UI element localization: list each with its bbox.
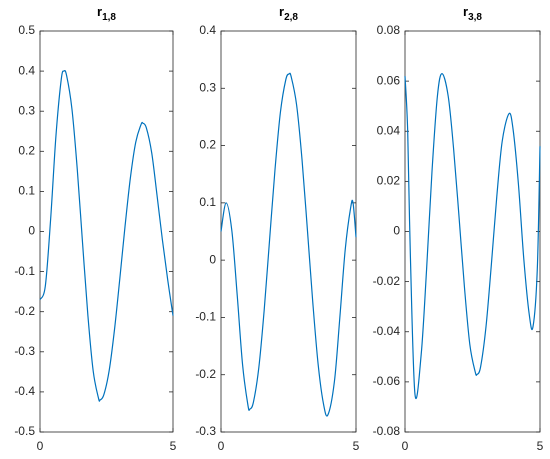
y-tick-label: -0.5	[14, 424, 35, 438]
y-tick-label: -0.3	[195, 424, 216, 438]
title-main: r	[97, 4, 102, 19]
y-tick-label: 0.1	[199, 195, 216, 209]
line	[39, 69, 174, 402]
y-tick-label: 0.1	[18, 184, 35, 198]
y-tick-label: 0.4	[18, 63, 35, 77]
y-tick-label: -0.08	[373, 424, 401, 438]
y-tick-label: 0.06	[377, 73, 401, 87]
x-tick-label: 5	[353, 439, 360, 453]
x-tick-label: 0	[402, 439, 409, 453]
chart-title: r3,8	[463, 4, 482, 22]
y-tick-label: -0.2	[195, 367, 216, 381]
y-tick-label: 0.4	[199, 23, 216, 37]
y-tick-label: -0.1	[195, 310, 216, 324]
axes-box	[404, 30, 541, 433]
title-subscript: 2,8	[284, 12, 298, 23]
y-tick-label: -0.06	[373, 374, 401, 388]
chart-title: r1,8	[97, 4, 116, 22]
axes-box	[39, 30, 174, 433]
y-tick-label: 0.3	[199, 80, 216, 94]
y-tick-label: -0.04	[373, 324, 401, 338]
y-tick-label: 0.2	[18, 143, 35, 157]
y-tick-label: -0.3	[14, 344, 35, 358]
line	[220, 72, 357, 417]
y-tick-label: 0.08	[377, 23, 401, 37]
y-tick-label: 0	[393, 224, 400, 238]
y-tick-label: 0.3	[18, 103, 35, 117]
axes-box	[220, 30, 357, 433]
y-tick-label: -0.02	[373, 274, 401, 288]
y-tick-label: 0.5	[18, 23, 35, 37]
title-main: r	[279, 4, 284, 19]
x-tick-label: 5	[537, 439, 544, 453]
x-tick-label: 0	[37, 439, 44, 453]
y-tick-label: 0.02	[377, 174, 401, 188]
y-tick-label: 0	[28, 224, 35, 238]
x-tick-label: 0	[218, 439, 225, 453]
line	[404, 73, 541, 399]
y-tick-label: -0.2	[14, 304, 35, 318]
y-tick-label: -0.4	[14, 384, 35, 398]
chart-title: r2,8	[279, 4, 298, 22]
y-tick-label: -0.1	[14, 264, 35, 278]
y-tick-label: 0.04	[377, 123, 401, 137]
y-tick-label: 0.2	[199, 138, 216, 152]
title-subscript: 1,8	[102, 12, 116, 23]
y-tick-label: 0	[209, 252, 216, 266]
title-main: r	[463, 4, 468, 19]
title-subscript: 3,8	[468, 12, 482, 23]
x-tick-label: 5	[170, 439, 177, 453]
